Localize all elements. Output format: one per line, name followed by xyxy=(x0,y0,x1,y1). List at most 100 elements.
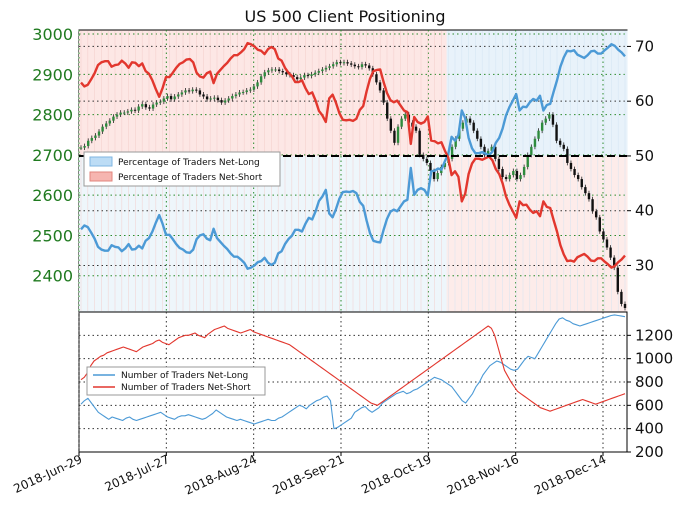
background-band-upper xyxy=(177,30,182,157)
background-band-lower xyxy=(603,155,608,312)
price-candle xyxy=(580,179,583,188)
background-band-upper xyxy=(538,30,543,157)
background-band-upper xyxy=(225,30,230,157)
price-candle xyxy=(126,111,130,113)
date-tick-label: 2018-Dec-14 xyxy=(532,452,608,498)
background-band-upper xyxy=(232,30,237,157)
price-tick-label: 2800 xyxy=(32,106,73,125)
background-band-lower xyxy=(575,155,580,312)
price-candle xyxy=(591,199,594,212)
background-band-lower xyxy=(358,155,363,312)
price-candle xyxy=(119,112,122,115)
price-candle xyxy=(216,97,220,101)
price-candle xyxy=(504,177,508,180)
background-band-lower xyxy=(259,155,264,312)
trader-count-lines xyxy=(80,314,626,430)
background-band-lower xyxy=(232,155,237,312)
percentage-axis-ticks: 30 40 50 60 70 xyxy=(627,37,654,274)
background-band-lower xyxy=(143,155,148,312)
price-candle xyxy=(486,150,490,155)
price-tick-label: 2700 xyxy=(32,146,73,165)
price-candle xyxy=(198,90,202,95)
background-band-lower xyxy=(177,155,182,312)
price-candle xyxy=(252,86,256,90)
background-band-lower xyxy=(511,155,516,312)
background-band-upper xyxy=(589,30,594,157)
price-candle xyxy=(263,72,266,77)
price-candle xyxy=(389,118,393,131)
background-band-lower xyxy=(436,155,441,312)
price-candle xyxy=(151,104,155,109)
background-band-lower xyxy=(477,155,482,312)
price-candle xyxy=(569,162,573,169)
background-band-lower xyxy=(238,155,243,312)
background-band-lower xyxy=(327,155,332,312)
price-candle xyxy=(508,175,511,180)
price-candle xyxy=(436,173,439,180)
price-candle xyxy=(83,146,86,148)
background-band-upper xyxy=(341,30,346,157)
price-candle xyxy=(259,76,263,83)
background-band-upper xyxy=(521,30,526,157)
price-tick-label: 3000 xyxy=(32,25,73,44)
price-candles xyxy=(79,59,627,311)
background-band-lower xyxy=(211,155,216,312)
background-band-lower xyxy=(450,155,455,312)
background-band-upper xyxy=(467,30,472,157)
background-band-lower xyxy=(286,155,291,312)
price-candle xyxy=(277,69,281,72)
background-band-upper xyxy=(266,30,271,157)
price-candle xyxy=(112,116,115,121)
background-band-upper xyxy=(439,30,444,157)
background-band-upper xyxy=(463,30,468,157)
background-band-upper xyxy=(609,30,614,157)
background-band-upper xyxy=(450,30,455,157)
background-band-lower xyxy=(579,155,584,312)
background-band-upper xyxy=(320,30,325,157)
price-candle xyxy=(313,72,317,75)
price-candle xyxy=(245,90,248,93)
price-candle xyxy=(587,193,591,200)
background-band-upper xyxy=(518,30,523,157)
price-candle xyxy=(195,89,198,91)
background-band-lower xyxy=(109,155,114,312)
background-band-lower xyxy=(497,155,502,312)
background-band-lower xyxy=(616,155,621,312)
price-tick-label: 2500 xyxy=(32,226,73,245)
price-candle xyxy=(202,94,205,97)
price-candle xyxy=(461,122,465,129)
price-candle xyxy=(555,124,558,141)
price-candle xyxy=(328,66,331,68)
price-candle xyxy=(512,171,515,176)
price-candle xyxy=(94,135,97,138)
background-band-upper xyxy=(409,30,414,157)
background-band-upper xyxy=(184,30,189,157)
background-band-lower xyxy=(582,155,587,312)
background-band-lower xyxy=(541,155,546,312)
background-band-upper xyxy=(497,30,502,157)
background-band-upper xyxy=(616,30,621,157)
background-band-lower xyxy=(521,155,526,312)
background-band-lower xyxy=(415,155,420,312)
price-candle xyxy=(519,175,522,180)
percentage-tick-label: 40 xyxy=(635,202,654,220)
price-candle xyxy=(364,64,367,66)
price-candle xyxy=(231,96,234,99)
background-band-upper xyxy=(531,30,536,157)
background-band-lower xyxy=(307,155,312,312)
price-candle xyxy=(130,109,133,112)
price-candle xyxy=(483,146,486,155)
price-candle xyxy=(378,82,382,91)
background-band-lower xyxy=(361,155,366,312)
price-candle xyxy=(177,94,180,97)
price-candle xyxy=(285,72,288,75)
background-band-upper xyxy=(572,30,577,157)
price-candle xyxy=(267,70,270,73)
price-candle xyxy=(346,62,349,64)
price-candle xyxy=(187,90,191,92)
price-candle xyxy=(562,144,565,149)
background-band-upper xyxy=(541,30,546,157)
background-band-lower xyxy=(548,155,553,312)
background-band-upper xyxy=(501,30,506,157)
price-candle xyxy=(148,107,151,109)
